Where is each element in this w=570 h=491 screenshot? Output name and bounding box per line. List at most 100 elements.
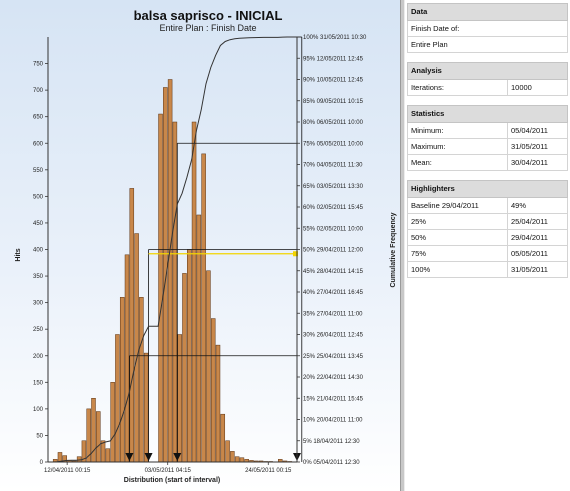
x-tick-label: 03/05/2011 04:15: [145, 468, 192, 474]
right-tick-label: 95% 12/05/2011 12:45: [303, 56, 364, 62]
right-tick-labels: 0% 05/04/2011 12:30 5% 18/04/2011 12:30 10…: [297, 35, 367, 466]
histogram-bar: [177, 334, 182, 463]
highlighter-value[interactable]: 31/05/2011: [511, 265, 548, 274]
histogram-bar: [158, 113, 163, 463]
x-axis-label: Distribution (start of interval): [124, 477, 220, 484]
highlighter-marker-arrow: [173, 453, 182, 461]
highlighter-value[interactable]: 25/04/2011: [511, 217, 548, 226]
right-tick-label: 45% 28/04/2011 14:15: [303, 269, 364, 275]
y-tick-label: 550: [33, 168, 44, 174]
histogram-bar: [196, 214, 202, 463]
right-tick-label: 75% 05/05/2011 10:00: [303, 141, 364, 147]
highlighters-header: Highlighters: [407, 180, 568, 198]
x-tick-labels: 12/04/2011 00:15 03/05/2011 04:15 24/05/20…: [44, 462, 292, 474]
histogram-bar: [115, 334, 120, 463]
histogram-bar: [225, 440, 230, 463]
right-tick-label: 60% 02/05/2011 15:45: [303, 205, 364, 211]
cumulative-line: [52, 36, 297, 463]
y-tick-label: 500: [33, 194, 44, 200]
right-tick-label: 50% 29/04/2011 12:00: [303, 248, 364, 254]
histogram-chart: balsa saprisco - INICIAL Entire Plan : F…: [15, 8, 397, 484]
stat-value: 30/04/2011: [511, 158, 548, 167]
y-tick-label: 700: [33, 88, 44, 94]
histogram-bar: [201, 153, 206, 463]
histogram-bar: [96, 411, 101, 463]
y-tick-label: 150: [33, 380, 44, 386]
analysis-section: Analysis Iterations: 10000: [407, 62, 568, 96]
histogram-bar: [182, 273, 187, 463]
right-tick-label: 100% 31/05/2011 10:30: [303, 35, 367, 41]
stat-value: 05/04/2011: [511, 126, 548, 135]
highlighter-label: 75%: [408, 246, 508, 261]
highlighter-value[interactable]: 29/04/2011: [511, 233, 548, 242]
histogram-bar: [129, 188, 135, 463]
data-section: Data Finish Date of: Entire Plan: [407, 3, 568, 53]
right-tick-label: 10% 20/04/2011 11:00: [303, 418, 363, 424]
y-tick-label: 600: [33, 141, 44, 147]
highlighter-label: 25%: [408, 214, 508, 229]
highlighter-label: Baseline 29/04/2011: [408, 198, 508, 213]
x-tick-label: 12/04/2011 00:15: [44, 468, 91, 474]
y-tick-label: 300: [33, 301, 44, 307]
stat-label: Mean:: [408, 155, 508, 170]
x-tick-label: 24/05/2011 00:15: [245, 468, 292, 474]
chart-subtitle: Entire Plan : Finish Date: [159, 23, 256, 33]
right-tick-label: 0% 05/04/2011 12:30: [303, 460, 360, 466]
side-panel: Data Finish Date of: Entire Plan Analysi…: [407, 3, 568, 278]
histogram-bar: [215, 344, 221, 463]
stat-value: 31/05/2011: [511, 142, 548, 151]
right-tick-label: 40% 27/04/2011 16:45: [303, 290, 364, 296]
data-row-plan: Entire Plan: [411, 40, 448, 49]
panel-splitter[interactable]: [400, 0, 405, 491]
right-tick-label: 55% 02/05/2011 10:00: [303, 226, 364, 232]
y-tick-label: 400: [33, 248, 44, 254]
cumulative-axis-label: Cumulative Frequency: [390, 212, 397, 287]
highlighter-label: 100%: [408, 262, 508, 277]
chart-panel: balsa saprisco - INICIAL Entire Plan : F…: [0, 0, 400, 491]
right-tick-label: 30% 26/04/2011 12:45: [303, 333, 364, 339]
highlighter-value[interactable]: 05/05/2011: [511, 249, 548, 258]
y-axis-label: Hits: [15, 248, 22, 261]
histogram-bar: [124, 254, 130, 463]
histogram-bar: [167, 79, 173, 463]
highlighter-marker-arrow: [125, 453, 134, 461]
right-tick-label: 35% 27/04/2011 11:00: [303, 311, 363, 317]
histogram-bar: [210, 318, 216, 463]
histogram-bar: [105, 448, 111, 463]
histogram-bar: [76, 456, 82, 463]
histogram-bar: [110, 382, 115, 463]
right-tick-label: 90% 10/05/2011 12:45: [303, 78, 364, 84]
histogram-bar: [220, 413, 226, 463]
histogram-bar: [172, 121, 178, 463]
highlighter-value[interactable]: 49%: [511, 201, 527, 210]
y-tick-label: 0: [40, 460, 44, 466]
highlighter-marker-arrow: [144, 453, 153, 461]
highlighters-section: Highlighters Baseline 29/04/2011 49% 25% 2…: [407, 180, 568, 278]
y-tick-labels: 0 50 100 150 200 250 300 350 400 450 500 550 600 650 7…: [33, 62, 48, 466]
histogram-bar: [134, 233, 139, 463]
highlighter-lines: [129, 36, 303, 462]
histogram-bar: [119, 297, 125, 463]
baseline-marker: [293, 251, 298, 257]
histogram-bar: [239, 457, 245, 463]
right-tick-label: 70% 04/05/2011 11:30: [303, 163, 363, 169]
bars-group: [52, 79, 293, 463]
statistics-section: Statistics Minimum: 05/04/2011 Maximum: 31…: [407, 105, 568, 171]
histogram-bar: [230, 451, 235, 463]
y-tick-label: 100: [33, 407, 44, 413]
statistics-header: Statistics: [407, 105, 568, 123]
iterations-label: Iterations:: [408, 80, 508, 95]
right-tick-label: 20% 22/04/2011 14:30: [303, 375, 364, 381]
chart-title: balsa saprisco - INICIAL: [134, 8, 283, 23]
right-tick-label: 25% 25/04/2011 13:45: [303, 354, 364, 360]
histogram-bar: [206, 270, 211, 463]
data-row-finish: Finish Date of:: [411, 24, 460, 33]
y-tick-label: 650: [33, 115, 44, 121]
stat-label: Maximum:: [408, 139, 508, 154]
highlighter-label: 50%: [408, 230, 508, 245]
right-tick-label: 15% 21/04/2011 15:45: [303, 396, 364, 402]
y-tick-label: 350: [33, 274, 44, 280]
stat-label: Minimum:: [408, 123, 508, 138]
iterations-value[interactable]: 10000: [511, 83, 532, 92]
histogram-bar: [191, 121, 197, 463]
